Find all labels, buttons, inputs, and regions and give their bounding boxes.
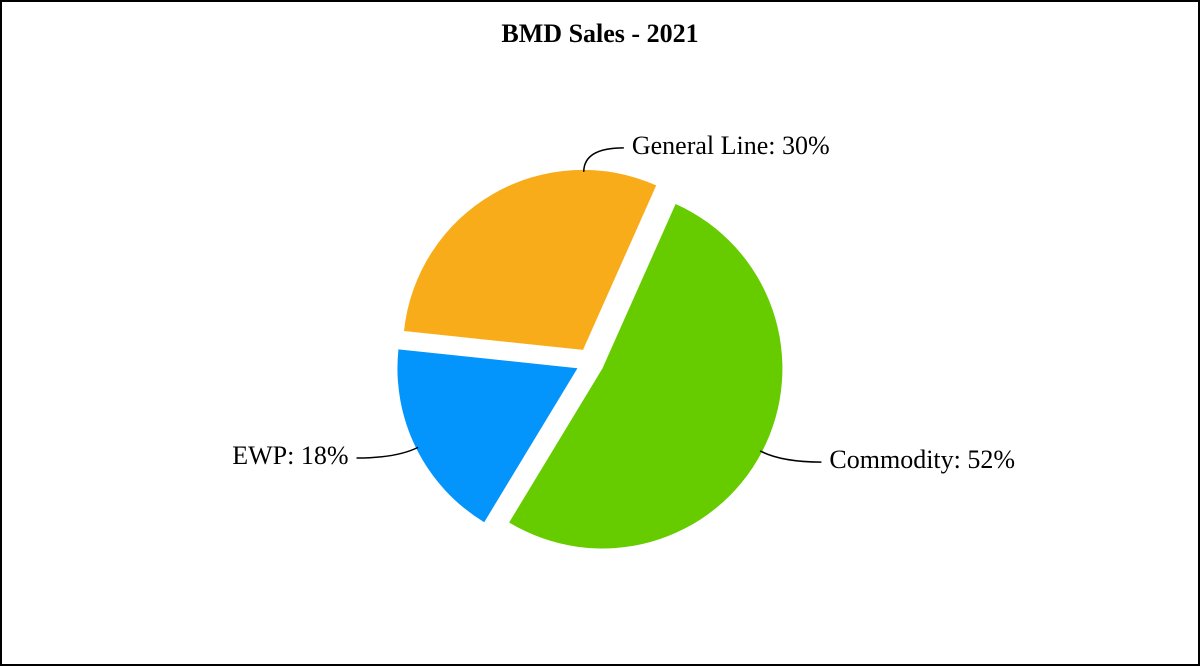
slice-label: General Line: 30% — [632, 131, 830, 160]
leader-line — [759, 450, 822, 463]
chart-title: BMD Sales - 2021 — [501, 19, 698, 48]
slice-label: Commodity: 52% — [829, 445, 1015, 474]
pie-slice — [397, 349, 578, 523]
slice-label: EWP: 18% — [232, 441, 348, 470]
leader-line — [356, 446, 419, 459]
pie-slice — [403, 169, 657, 350]
leader-line — [582, 147, 624, 172]
pie-slice — [509, 204, 783, 549]
